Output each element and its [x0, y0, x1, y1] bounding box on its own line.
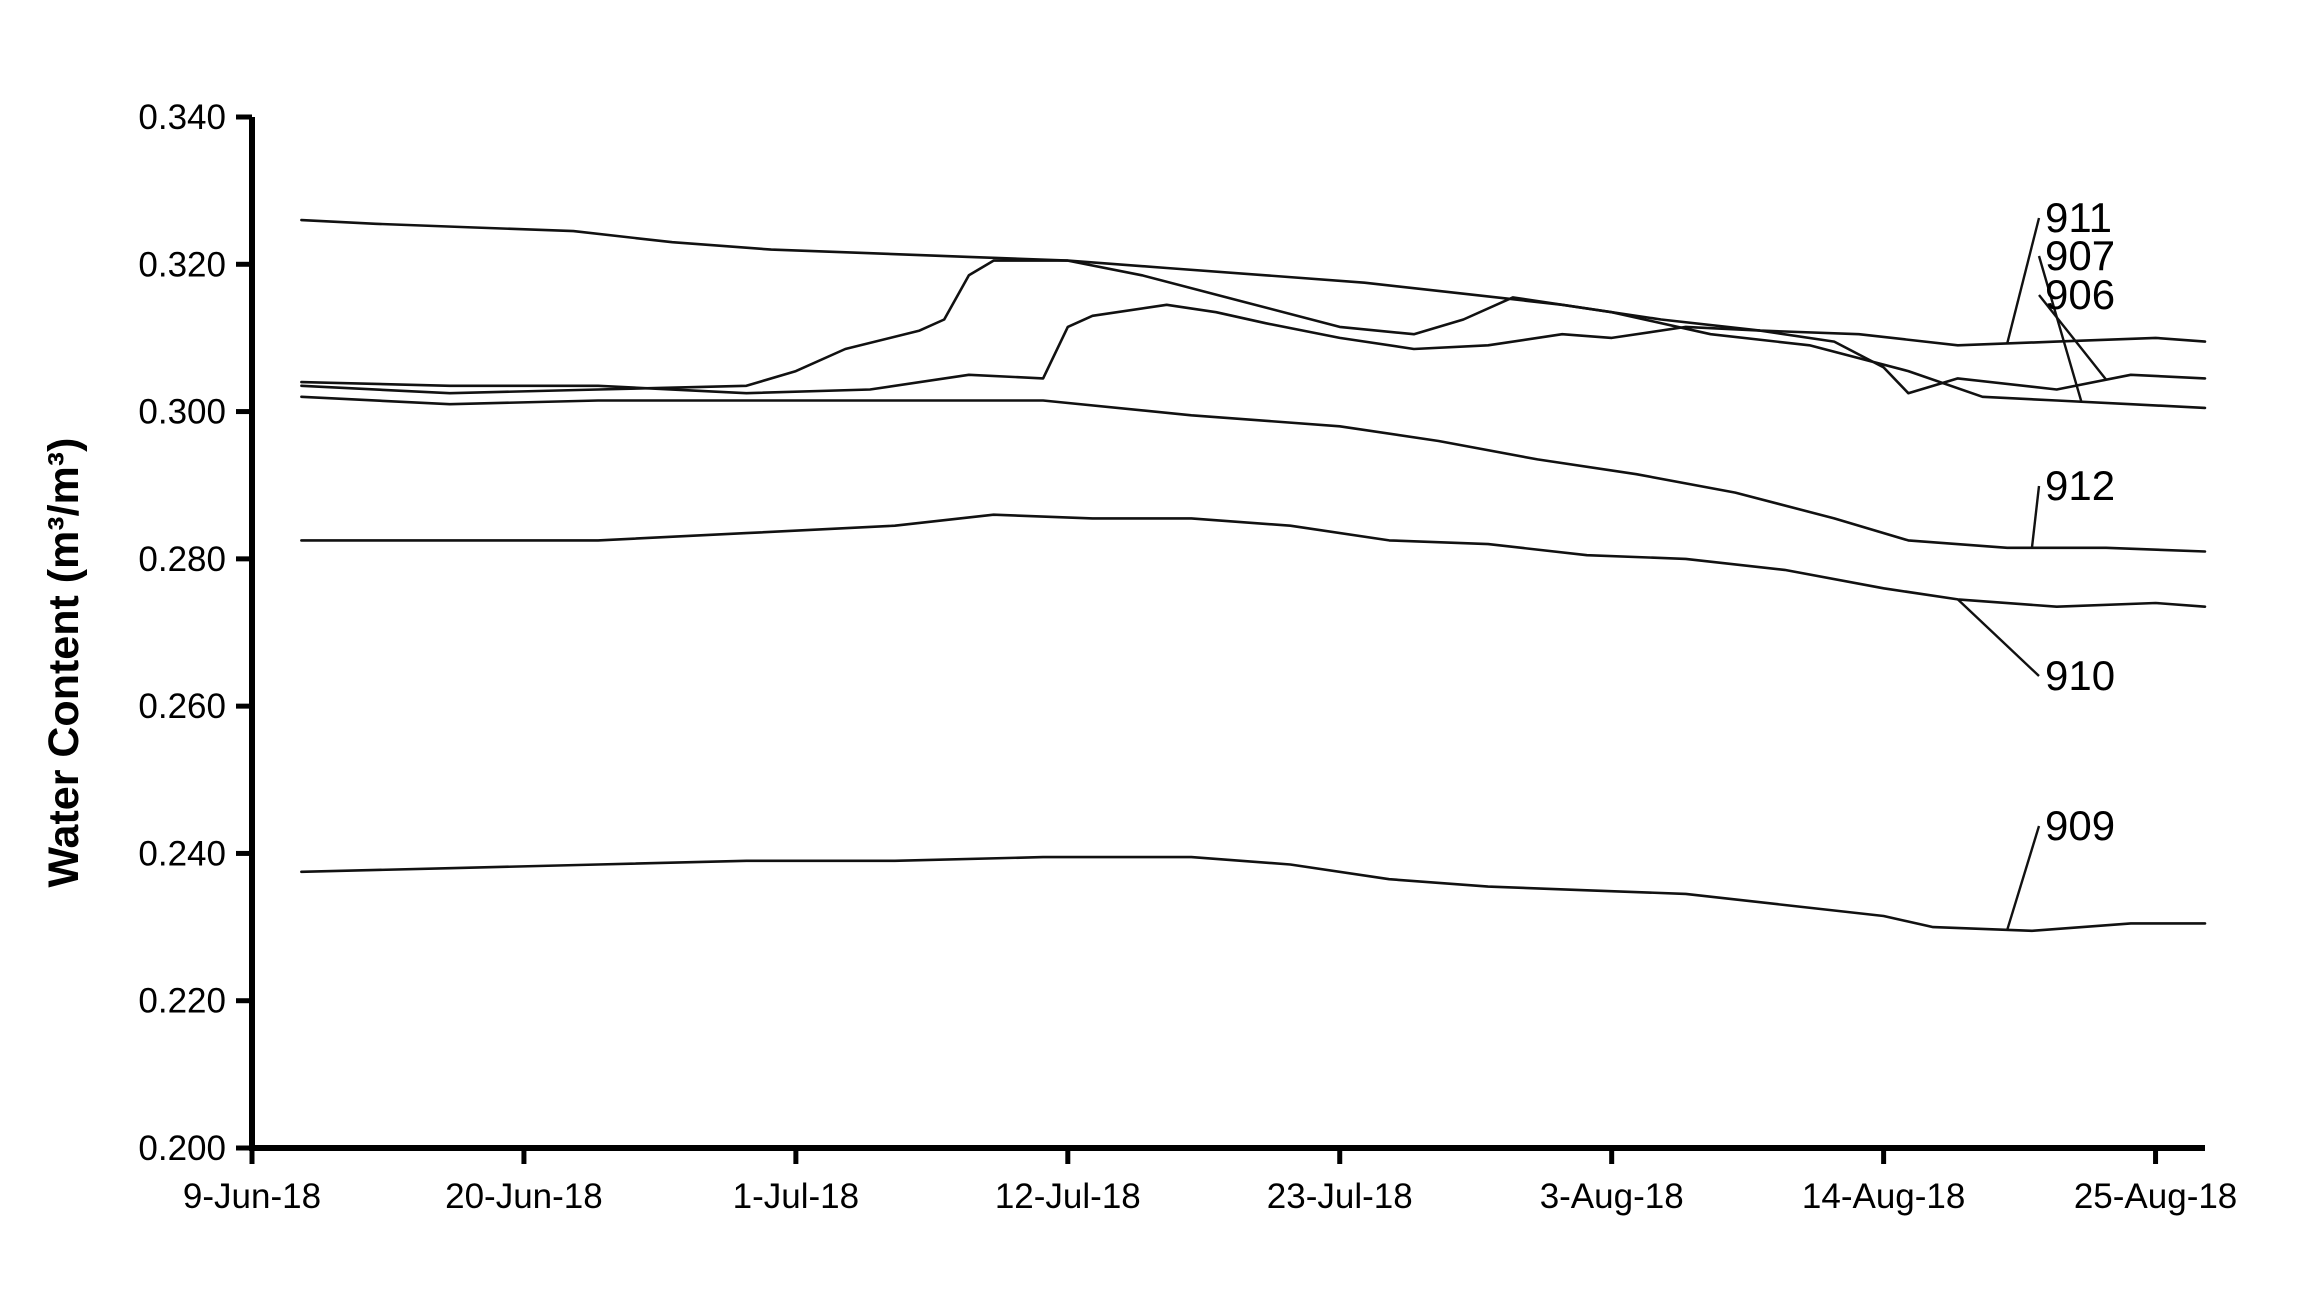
- y-tick-label: 0.260: [138, 687, 226, 726]
- series-line-906: [300, 303, 2207, 395]
- x-tick-label: 14-Aug-18: [1802, 1177, 1965, 1216]
- leader-line-906: [2038, 294, 2108, 381]
- leader-line-907: [2037, 255, 2083, 403]
- x-tick-label: 25-Aug-18: [2074, 1177, 2237, 1216]
- y-tick-label: 0.340: [138, 98, 226, 137]
- axes-layer: [249, 117, 2205, 1151]
- y-tick-label: 0.280: [138, 540, 226, 579]
- y-tick-label: 0.300: [138, 393, 226, 432]
- y-tick-label: 0.220: [138, 982, 226, 1021]
- series-label-910: 910: [2045, 652, 2115, 699]
- x-tick-label: 3-Aug-18: [1540, 1177, 1684, 1216]
- y-tick-label: 0.320: [138, 245, 226, 284]
- leader-line-912: [2030, 485, 2041, 548]
- leader-line-909: [2006, 825, 2041, 931]
- x-tick-label: 9-Jun-18: [183, 1177, 321, 1216]
- series-line-910: [300, 513, 2207, 609]
- series-layer: [300, 218, 2207, 933]
- x-tick-label: 20-Jun-18: [445, 1177, 603, 1216]
- series-label-906: 906: [2045, 271, 2115, 318]
- series-label-907: 907: [2045, 232, 2115, 279]
- x-tick-label: 23-Jul-18: [1267, 1177, 1413, 1216]
- series-line-911: [300, 218, 2207, 347]
- leader-line-911: [2006, 217, 2041, 344]
- ticks-layer: 0.200 0.220 0.240 0.260 0.280 0.300 0.320 0.340…: [138, 98, 2237, 1216]
- y-axis-title: Water Content (m³/m³): [40, 438, 88, 888]
- y-tick-label: 0.240: [138, 834, 226, 873]
- series-label-911: 911: [2045, 194, 2112, 241]
- series-line-909: [300, 855, 2207, 933]
- x-tick-label: 1-Jul-18: [733, 1177, 859, 1216]
- series-label-912: 912: [2045, 462, 2115, 509]
- x-tick-label: 12-Jul-18: [995, 1177, 1141, 1216]
- leader-line-910: [1956, 598, 2040, 677]
- series-line-912: [300, 395, 2207, 553]
- series-label-909: 909: [2045, 802, 2115, 849]
- y-tick-label: 0.200: [138, 1129, 226, 1168]
- series-line-907: [300, 259, 2207, 410]
